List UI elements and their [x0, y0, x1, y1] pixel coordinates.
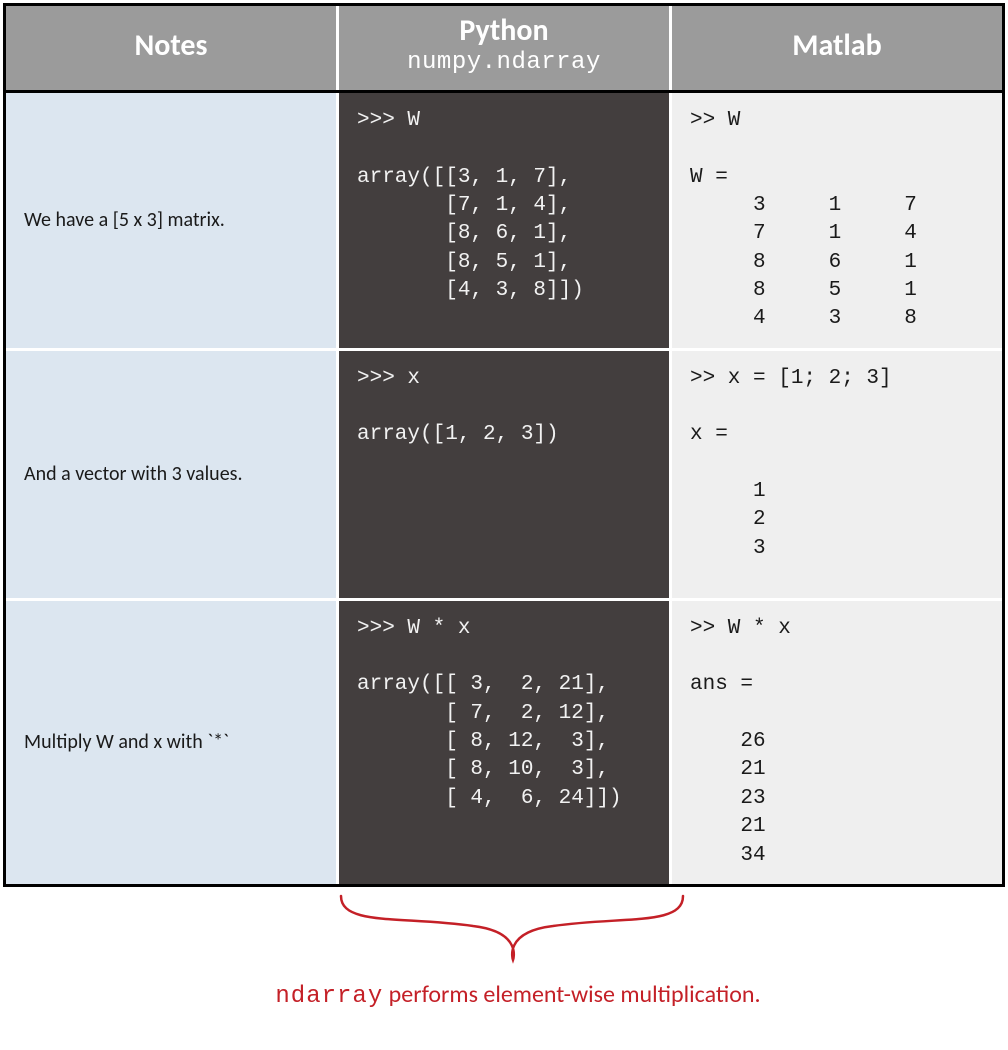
header-python-sub: numpy.ndarray [339, 49, 669, 76]
notes-text: And a vector with 3 values. [24, 462, 243, 486]
python-cell: >>> W * x array([[ 3, 2, 21], [ 7, 2, 12… [339, 601, 672, 884]
notes-cell: Multiply W and x with `*` [6, 601, 339, 884]
matlab-cell: >> x = [1; 2; 3] x = 1 2 3 [672, 351, 1002, 598]
notes-cell: And a vector with 3 values. [6, 351, 339, 598]
notes-text: Multiply W and x with `*` [24, 730, 229, 754]
header-matlab: Matlab [672, 6, 1002, 90]
table-row: And a vector with 3 values. >>> x array(… [6, 351, 1002, 601]
matlab-cell: >> W * x ans = 26 21 23 21 34 [672, 601, 1002, 884]
matlab-cell: >> W W = 3 1 7 7 1 4 8 6 1 8 5 1 4 3 8 [672, 93, 1002, 348]
header-python: Python numpy.ndarray [339, 6, 672, 90]
notes-cell: We have a [5 x 3] matrix. [6, 93, 339, 348]
header-python-title: Python [339, 14, 669, 47]
python-cell: >>> W array([[3, 1, 7], [7, 1, 4], [8, 6… [339, 93, 672, 348]
table-row: Multiply W and x with `*` >>> W * x arra… [6, 601, 1002, 887]
header-notes-title: Notes [6, 29, 336, 62]
table-row: We have a [5 x 3] matrix. >>> W array([[… [6, 93, 1002, 351]
header-notes: Notes [6, 6, 339, 90]
table-header-row: Notes Python numpy.ndarray Matlab [6, 6, 1002, 93]
annotation-mono: ndarray [275, 983, 383, 1010]
brace-icon [3, 890, 1005, 980]
annotation-text: performs element-wise multiplication. [383, 980, 760, 1009]
annotation: ndarray performs element-wise multiplica… [3, 890, 1005, 1050]
header-matlab-title: Matlab [672, 29, 1002, 62]
comparison-table: Notes Python numpy.ndarray Matlab We hav… [3, 3, 1005, 887]
python-cell: >>> x array([1, 2, 3]) [339, 351, 672, 598]
notes-text: We have a [5 x 3] matrix. [24, 208, 225, 232]
annotation-caption: ndarray performs element-wise multiplica… [263, 980, 773, 1010]
